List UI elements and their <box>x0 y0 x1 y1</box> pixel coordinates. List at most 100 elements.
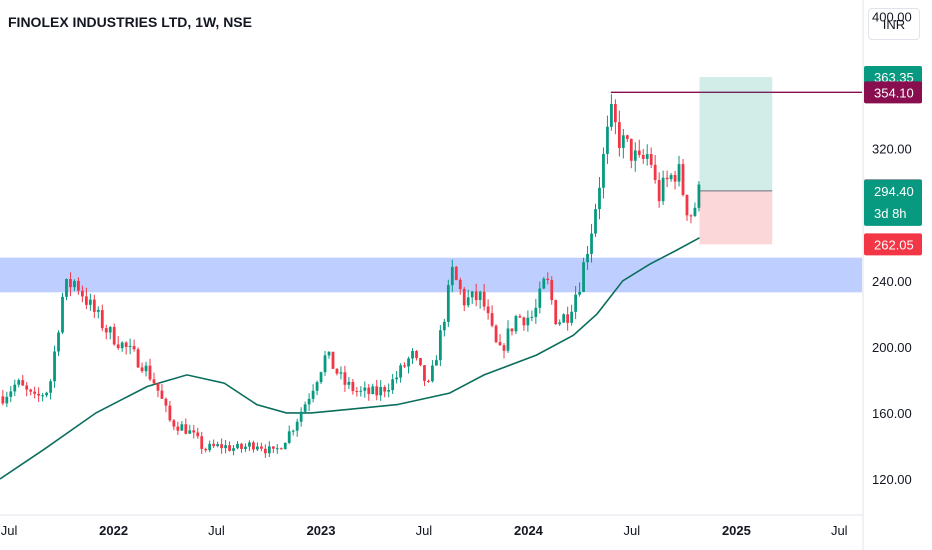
candle <box>570 304 574 326</box>
candle-body <box>148 365 152 380</box>
chart-title: FINOLEX INDUSTRIES LTD, 1W, NSE <box>8 14 252 30</box>
candle <box>427 379 430 383</box>
candle-body <box>598 187 601 210</box>
position-loss-zone[interactable] <box>699 190 773 245</box>
candle-body <box>73 280 76 288</box>
candle-body <box>502 345 506 351</box>
candle-body <box>482 291 486 307</box>
candle <box>96 306 100 319</box>
candle <box>498 334 502 346</box>
candle <box>554 299 558 325</box>
position-profit-zone[interactable] <box>699 77 773 191</box>
candle <box>458 277 462 295</box>
price-label: 262.05 <box>864 233 922 256</box>
candle-body <box>657 179 661 202</box>
candle-body <box>610 103 613 127</box>
candle <box>590 224 593 263</box>
candle <box>152 372 156 385</box>
candle-body <box>415 351 418 358</box>
candle-body <box>681 164 685 195</box>
candle <box>29 388 33 396</box>
candle-body <box>77 280 80 291</box>
candle <box>259 442 263 452</box>
candle-body <box>371 386 375 394</box>
candle <box>5 391 9 408</box>
candle-body <box>100 310 104 329</box>
candle <box>466 289 470 308</box>
candle <box>446 279 450 328</box>
candle-body <box>431 365 434 382</box>
candle-body <box>92 299 96 312</box>
candle <box>339 366 343 380</box>
candle-body <box>41 395 45 397</box>
candle <box>506 320 510 354</box>
y-tick-label: 120.00 <box>872 472 912 487</box>
candle <box>37 387 41 402</box>
candle-body <box>363 387 367 391</box>
candle-body <box>359 390 363 392</box>
candle-body <box>621 135 625 148</box>
candle <box>677 155 681 187</box>
candle-body <box>466 297 470 306</box>
candle <box>450 259 454 293</box>
candle-body <box>526 317 530 326</box>
candle-body <box>470 291 474 298</box>
candle-body <box>685 194 689 216</box>
candle <box>104 324 108 340</box>
candle-body <box>188 430 192 434</box>
candle <box>530 310 534 322</box>
candle <box>311 384 315 403</box>
candle <box>415 350 418 361</box>
candle <box>180 421 184 431</box>
candle <box>236 441 239 450</box>
candle-body <box>450 266 454 286</box>
candle-body <box>160 390 164 399</box>
candle <box>216 441 220 448</box>
candle-body <box>442 321 446 331</box>
candle <box>45 391 48 398</box>
candle <box>256 442 259 452</box>
candle <box>204 447 208 453</box>
candle-body <box>435 360 438 366</box>
candle-body <box>423 365 426 381</box>
candle <box>228 441 231 452</box>
candle-body <box>96 310 100 312</box>
candle <box>486 299 490 320</box>
candle <box>637 139 641 158</box>
candle-body <box>45 392 48 396</box>
candle-body <box>331 351 335 369</box>
candle <box>395 370 399 384</box>
candle <box>84 287 88 310</box>
candle <box>120 341 124 352</box>
currency-button[interactable]: INR <box>868 8 920 40</box>
candle <box>518 313 522 318</box>
candle-body <box>665 177 669 180</box>
candle <box>522 316 526 331</box>
support-zone-layer <box>0 257 862 293</box>
support-zone <box>0 257 862 293</box>
candle-body <box>140 367 144 372</box>
candle-body <box>29 389 33 392</box>
candle <box>319 371 323 385</box>
price-label: 294.40 3d 8h <box>864 179 922 226</box>
candle <box>371 383 375 395</box>
candle-body <box>224 445 227 449</box>
candle <box>454 265 458 281</box>
candle <box>566 306 570 331</box>
candle <box>144 361 148 377</box>
candle <box>196 427 200 439</box>
candle-body <box>200 436 204 449</box>
candle <box>657 172 661 208</box>
candle-body <box>168 405 172 421</box>
candle <box>73 279 76 292</box>
candle-body <box>307 398 311 405</box>
candle <box>490 305 494 328</box>
candle-body <box>446 285 450 322</box>
candle-body <box>120 342 124 349</box>
candle <box>693 202 697 218</box>
candle-body <box>641 154 645 159</box>
candle <box>502 343 506 359</box>
candle <box>244 443 247 452</box>
candle-body <box>653 164 657 180</box>
